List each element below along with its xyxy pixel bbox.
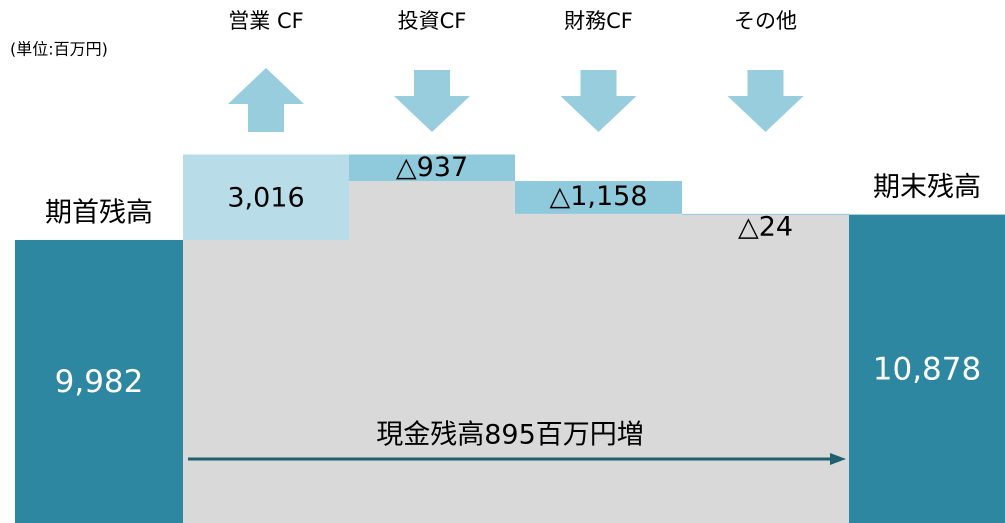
category-label: 営業 CF — [228, 9, 303, 33]
category-label: 期首残高 — [45, 198, 153, 229]
category-label: 財務CF — [564, 9, 633, 33]
unit-label: (単位:百万円) — [10, 40, 108, 59]
base-area — [349, 181, 515, 523]
base-area — [515, 213, 682, 523]
bar — [682, 213, 849, 215]
value-label: 10,878 — [873, 351, 981, 387]
value-label: △937 — [396, 152, 468, 183]
base-area — [183, 240, 349, 523]
annotation: 現金残高895百万円増 — [376, 420, 644, 451]
bar — [183, 154, 349, 240]
value-label: △1,158 — [549, 181, 647, 212]
arrow-up — [228, 68, 304, 132]
base-area — [682, 214, 849, 523]
category-label: 投資CF — [398, 9, 467, 33]
arrow-down — [727, 70, 804, 132]
category-label: 期末残高 — [873, 172, 981, 203]
arrow-down — [394, 70, 470, 132]
value-label: 9,982 — [55, 364, 144, 400]
bar — [849, 214, 1005, 523]
category-label: その他 — [734, 9, 797, 33]
arrow-down — [560, 70, 637, 132]
bar — [15, 240, 183, 523]
bar — [349, 154, 515, 182]
value-label: △24 — [738, 211, 793, 242]
annotation-arrowhead — [830, 453, 846, 465]
bar — [515, 181, 682, 214]
value-label: 3,016 — [227, 183, 304, 214]
